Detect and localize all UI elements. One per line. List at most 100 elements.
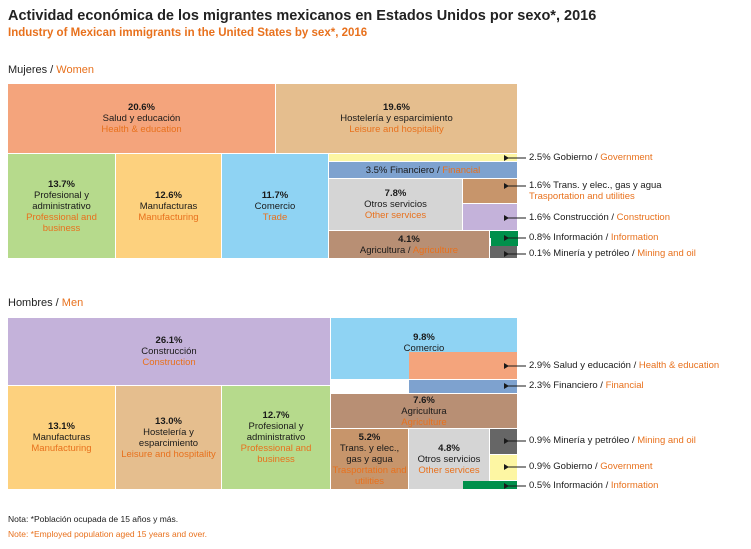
treemap-cell-women-trasportation-and-utilities	[463, 179, 518, 204]
callout-es: Trans. y elec., gas y agua	[553, 180, 662, 191]
callout-es: Información /	[553, 480, 611, 491]
treemap-cell-men-trasportation-and-utilities: 5.2% Trans. y elec., gas y agua Trasportat…	[331, 429, 409, 490]
callout-women-mining-and-oil: 0.1% Minería y petróleo / Mining and oil	[529, 248, 696, 259]
treemap-cell-women-construction	[463, 204, 518, 231]
cell-label-en: Professional and business	[240, 443, 312, 465]
panel-label-en: Women	[56, 64, 94, 76]
callout-value: 0.1%	[529, 248, 554, 259]
treemap-cell-men-financial	[409, 380, 518, 394]
cell-label-es: Comercio	[403, 343, 445, 354]
callout-en: Construction	[616, 212, 671, 223]
callout-en: Trasportation and utilities	[529, 191, 635, 202]
callout-en: Government	[600, 461, 653, 472]
cell-label-es: Manufacturas	[32, 432, 91, 443]
cell-label-en: Manufacturing	[31, 443, 92, 454]
treemap-cell-women-trade: 11.7% Comercio Trade	[222, 154, 329, 259]
cell-label-en: Trasportation and utilities	[332, 464, 407, 487]
callout-men-health-education: 2.9% Salud y educación / Health & educat…	[529, 360, 719, 371]
cell-value: 13.7%	[48, 178, 75, 190]
chart-title: Actividad económica de los migrantes mex…	[8, 8, 597, 24]
treemap-cell-men-professional-and-business: 12.7% Profesional y administrativo Profess…	[222, 386, 331, 490]
callout-es: Gobierno /	[553, 152, 601, 163]
panel-label-sep: /	[52, 297, 62, 309]
callout-es: Minería y petróleo /	[553, 248, 638, 259]
treemap-cell-men-mining-and-oil	[490, 429, 518, 455]
callout-en: Information	[610, 480, 659, 491]
callout-en: Mining and oil	[637, 248, 696, 259]
cell-label-en: Other services	[364, 210, 427, 221]
treemap-cell-men-construction: 26.1% Construcción Construction	[8, 318, 331, 386]
cell-label-en: Trade	[262, 211, 288, 223]
cell-label-en: Agriculture	[412, 244, 459, 256]
cell-label-en: Other services	[418, 464, 480, 476]
cell-label-es: Profesional y administrativo	[32, 189, 91, 212]
callout-en: Health & education	[638, 360, 720, 371]
chart-subtitle: Industry of Mexican immigrants in the Un…	[8, 27, 368, 39]
cell-value: 19.6%	[383, 102, 410, 113]
callout-value: 1.6%	[529, 212, 554, 223]
cell-label-en: Professional and business	[26, 211, 97, 234]
cell-value: 3.5%	[365, 164, 388, 176]
callout-en: Information	[610, 232, 659, 243]
cell-label-es: Trans. y elec., gas y agua	[339, 442, 400, 465]
callout-value: 0.8%	[529, 232, 554, 243]
cell-label-en: Construction	[142, 357, 196, 368]
callout-value: 2.3%	[529, 380, 554, 391]
callout-value: 2.9%	[529, 360, 554, 371]
cell-value: 26.1%	[155, 335, 183, 346]
callout-line: 1.6% Trans. y elec., gas y agua	[529, 180, 662, 191]
treemap-cell-men-information	[463, 481, 518, 490]
treemap-cell-men-government	[490, 455, 518, 481]
cell-label-es: Manufacturas	[139, 200, 198, 212]
cell-label-en: Leisure and hospitality	[121, 448, 216, 460]
callout-women-information: 0.8% Información / Information	[529, 232, 658, 243]
callout-women-government: 2.5% Gobierno / Government	[529, 152, 653, 163]
cell-value: 9.8%	[413, 332, 435, 343]
cell-value: 12.6%	[155, 189, 182, 201]
cell-label-es: Otros servicios	[364, 199, 427, 210]
cell-label-es: Otros servicios	[417, 453, 481, 465]
cell-label-en: Health & education	[101, 124, 182, 135]
panel-label-women: Mujeres / Women	[8, 64, 94, 76]
callout-men-government: 0.9% Gobierno / Government	[529, 461, 653, 472]
treemap-cell-women-health-education: 20.6% Salud y educación Health & education	[8, 84, 276, 154]
treemap-cell-men-manufacturing: 13.1% Manufacturas Manufacturing	[8, 386, 116, 490]
note-en: Note: *Employed population aged 15 years…	[8, 529, 207, 539]
cell-value: 11.7%	[261, 189, 289, 201]
cell-label-es: Hostelería y esparcimiento	[138, 426, 199, 449]
cell-value: 12.7%	[262, 410, 290, 421]
cell-label-en: Manufacturing	[138, 211, 199, 223]
cell-fill	[491, 231, 518, 246]
cell-label-es: Comercio	[254, 200, 296, 212]
treemap-cell-women-financial: 3.5% Financiero / Financial	[329, 162, 518, 179]
callout-es: Minería y petróleo /	[553, 435, 638, 446]
treemap-cell-men-agriculture: 7.6% Agricultura Agriculture	[331, 394, 518, 429]
cell-label-es: Agricultura	[401, 405, 447, 417]
cell-label-es: Profesional y administrativo	[246, 421, 306, 443]
callout-en: Government	[600, 152, 653, 163]
panel-label-sep: /	[47, 64, 57, 76]
callout-es: Gobierno /	[553, 461, 601, 472]
callout-value: 0.9%	[529, 435, 554, 446]
callout-es: Salud y educación /	[553, 360, 639, 371]
callout-value: 2.5%	[529, 152, 554, 163]
panel-label-es: Mujeres	[8, 64, 48, 76]
cell-fill	[463, 231, 518, 238]
panel-label-men: Hombres / Men	[8, 297, 83, 309]
callout-en: Mining and oil	[637, 435, 696, 446]
treemap-cell-women-other-services: 7.8% Otros servicios Other services	[329, 179, 463, 231]
cell-inline-label: 3.5% Financiero / Financial	[366, 165, 481, 176]
callout-es: Financiero /	[553, 380, 606, 391]
treemap-cell-women-agriculture: 4.1% Agricultura / Agriculture	[329, 231, 490, 259]
cell-inline-label: Agricultura / Agriculture	[360, 245, 458, 256]
callout-men-financial: 2.3% Financiero / Financial	[529, 380, 644, 391]
cell-label-es: Salud y educación	[102, 113, 181, 124]
cell-label-en: Agriculture	[401, 416, 447, 428]
callout-value: 0.5%	[529, 480, 554, 491]
cell-value: 4.8%	[438, 442, 460, 454]
cell-label-es: Agricultura /	[359, 244, 413, 256]
cell-value: 5.2%	[358, 431, 381, 443]
callout-women-construction: 1.6% Construcción / Construction	[529, 212, 670, 223]
callout-es: Información /	[553, 232, 611, 243]
treemap-cell-men-other-services: 4.8% Otros servicios Other services	[409, 429, 490, 490]
